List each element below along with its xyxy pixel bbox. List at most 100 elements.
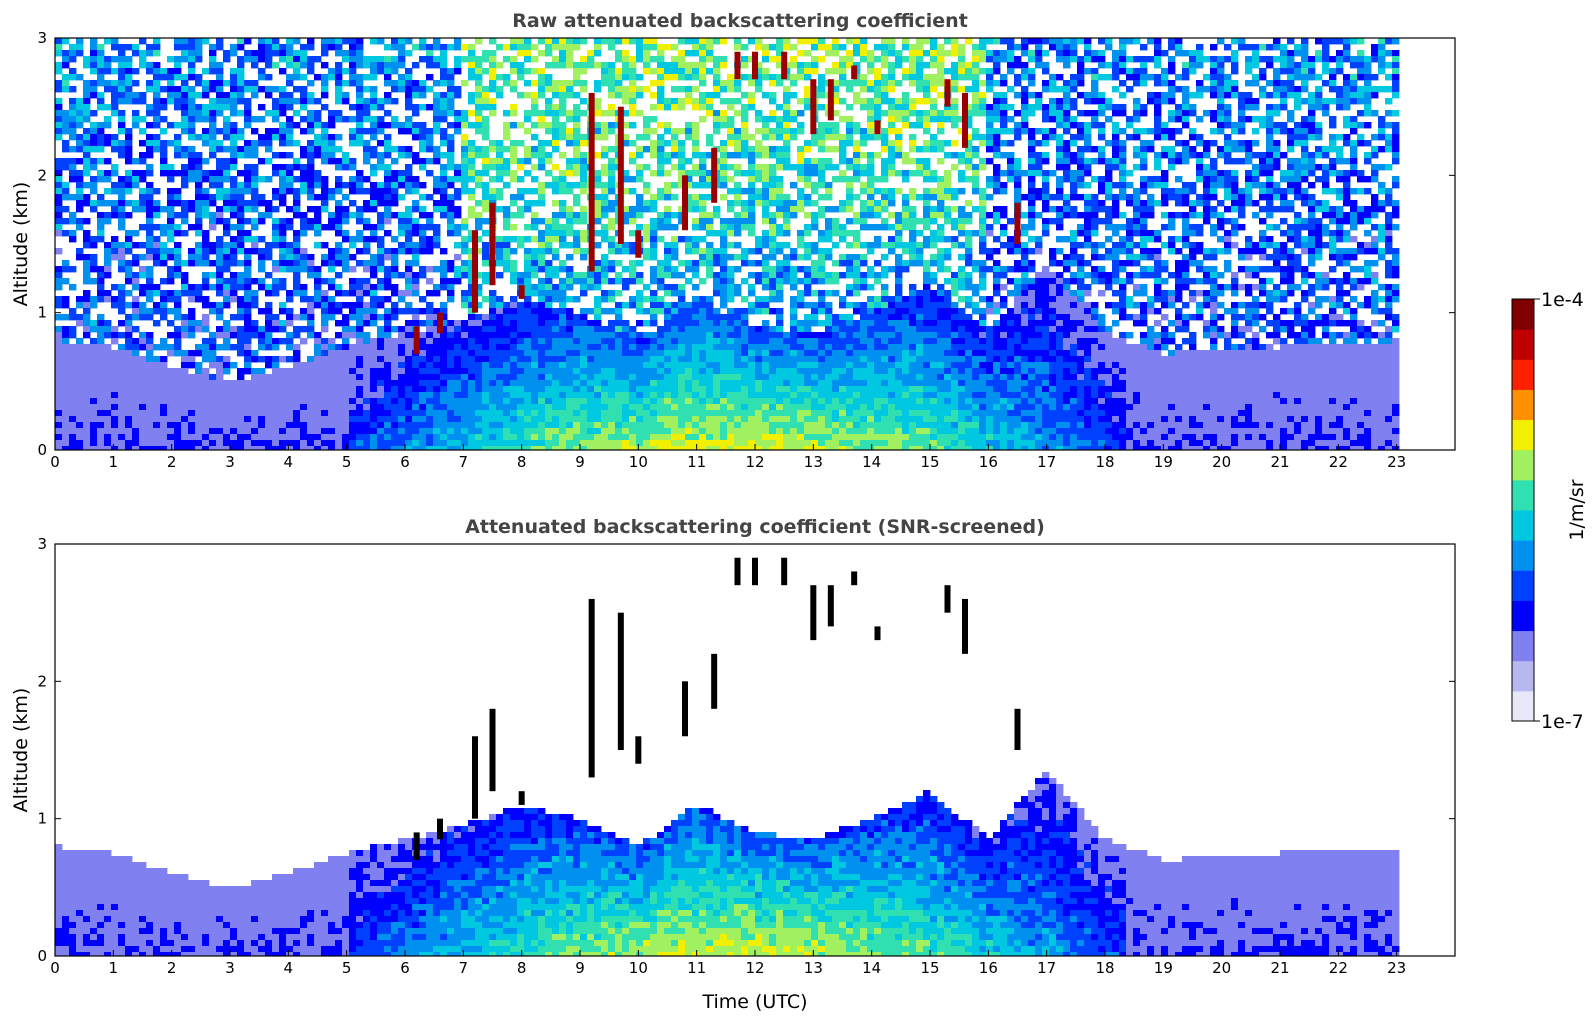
heatmap-cell: [573, 62, 581, 69]
heatmap-cell: [440, 194, 448, 201]
heatmap-cell: [111, 80, 119, 87]
heatmap-cell: [559, 326, 567, 333]
heatmap-cell: [622, 188, 630, 195]
heatmap-cell: [230, 224, 238, 231]
heatmap-cell: [244, 356, 252, 363]
heatmap-cell: [433, 38, 441, 45]
heatmap-cell: [202, 410, 210, 417]
heatmap-cell: [272, 116, 280, 123]
heatmap-cell: [307, 404, 315, 411]
heatmap-cell: [678, 416, 686, 423]
heatmap-cell: [244, 176, 252, 183]
heatmap-cell: [678, 140, 686, 147]
heatmap-cell: [601, 410, 609, 417]
heatmap-cell: [321, 206, 329, 213]
heatmap-cell: [370, 86, 378, 93]
heatmap-cell: [517, 122, 525, 129]
heatmap-cell: [412, 440, 420, 447]
heatmap-cell: [720, 110, 728, 117]
heatmap-cell: [447, 338, 455, 345]
heatmap-cell: [174, 296, 182, 303]
heatmap-cell: [90, 56, 98, 63]
heatmap-cell: [83, 380, 91, 387]
heatmap-cell: [244, 392, 252, 399]
heatmap-cell: [524, 254, 532, 261]
heatmap-cell: [720, 350, 728, 357]
heatmap-cell: [286, 314, 294, 321]
heatmap-cell: [328, 122, 336, 129]
heatmap-cell: [139, 374, 147, 381]
heatmap-cell: [447, 428, 455, 435]
heatmap-cell: [412, 44, 420, 51]
heatmap-cell: [573, 362, 581, 369]
heatmap-cell: [286, 62, 294, 69]
heatmap-cell: [643, 338, 651, 345]
heatmap-cell: [265, 416, 273, 423]
heatmap-cell: [615, 386, 623, 393]
heatmap-cell: [321, 92, 329, 99]
heatmap-cell: [531, 218, 539, 225]
heatmap-cell: [433, 434, 441, 441]
heatmap-cell: [559, 62, 567, 69]
heatmap-cell: [335, 422, 343, 429]
heatmap-cell: [349, 266, 357, 273]
heatmap-cell: [356, 104, 364, 111]
heatmap-cell: [55, 80, 63, 87]
heatmap-cell: [419, 434, 427, 441]
heatmap-cell: [594, 314, 602, 321]
heatmap-cell: [118, 410, 126, 417]
heatmap-cell: [664, 302, 672, 309]
heatmap-cell: [230, 362, 238, 369]
heatmap-cell: [699, 392, 707, 399]
heatmap-cell: [181, 368, 189, 375]
heatmap-cell: [699, 368, 707, 375]
heatmap-cell: [300, 338, 308, 345]
heatmap-cell: [356, 404, 364, 411]
heatmap-cell: [83, 344, 91, 351]
heatmap-cell: [370, 302, 378, 309]
heatmap-cell: [342, 68, 350, 75]
heatmap-cell: [426, 86, 434, 93]
heatmap-cell: [209, 218, 217, 225]
heatmap-cell: [685, 434, 693, 441]
heatmap-cell: [104, 296, 112, 303]
heatmap-cell: [622, 74, 630, 81]
heatmap-cell: [174, 224, 182, 231]
heatmap-cell: [230, 134, 238, 141]
heatmap-cell: [279, 440, 287, 447]
heatmap-cell: [405, 176, 413, 183]
heatmap-cell: [342, 398, 350, 405]
heatmap-cell: [447, 182, 455, 189]
heatmap-cell: [139, 410, 147, 417]
heatmap-cell: [650, 206, 658, 213]
heatmap-cell: [713, 278, 721, 285]
heatmap-cell: [202, 302, 210, 309]
heatmap-cell: [545, 248, 553, 255]
heatmap-cell: [90, 302, 98, 309]
heatmap-cell: [216, 272, 224, 279]
heatmap-cell: [62, 218, 70, 225]
heatmap-cell: [230, 278, 238, 285]
heatmap-cell: [125, 326, 133, 333]
heatmap-cell: [482, 248, 490, 255]
heatmap-cell: [629, 428, 637, 435]
heatmap-cell: [559, 110, 567, 117]
heatmap-cell: [321, 368, 329, 375]
heatmap-cell: [69, 176, 77, 183]
heatmap-cell: [349, 128, 357, 135]
heatmap-cell: [447, 164, 455, 171]
heatmap-cell: [153, 446, 161, 450]
heatmap-cell: [181, 152, 189, 159]
heatmap-cell: [195, 134, 203, 141]
heatmap-cell: [328, 68, 336, 75]
heatmap-cell: [594, 302, 602, 309]
heatmap-cell: [286, 182, 294, 189]
heatmap-cell: [279, 422, 287, 429]
heatmap-cell: [419, 86, 427, 93]
heatmap-cell: [482, 92, 490, 99]
heatmap-cell: [713, 368, 721, 375]
heatmap-cell: [503, 110, 511, 117]
heatmap-cell: [426, 224, 434, 231]
heatmap-cell: [398, 56, 406, 63]
heatmap-cell: [132, 98, 140, 105]
